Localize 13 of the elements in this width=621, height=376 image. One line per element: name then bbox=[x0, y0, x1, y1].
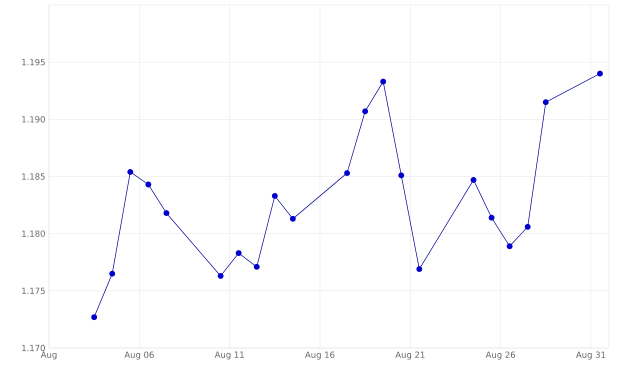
x-tick-label: Aug 26 bbox=[486, 352, 516, 360]
x-tick-label: Aug bbox=[40, 352, 56, 360]
y-tick-label: 1.175 bbox=[22, 288, 45, 294]
x-tick-label: Aug 16 bbox=[305, 352, 334, 360]
x-tick-label: Aug 31 bbox=[576, 352, 606, 360]
y-tick-label: 1.185 bbox=[22, 173, 45, 180]
x-tick-label: Aug 06 bbox=[124, 352, 154, 360]
y-tick-label: 1.170 bbox=[22, 344, 45, 352]
y-tick-label: 1.180 bbox=[22, 230, 45, 237]
y-tick-label: 1.195 bbox=[22, 58, 45, 66]
x-tick-label: Aug 21 bbox=[395, 352, 425, 360]
y-tick-label: 1.190 bbox=[22, 116, 45, 123]
x-tick-label: Aug 11 bbox=[214, 352, 244, 360]
